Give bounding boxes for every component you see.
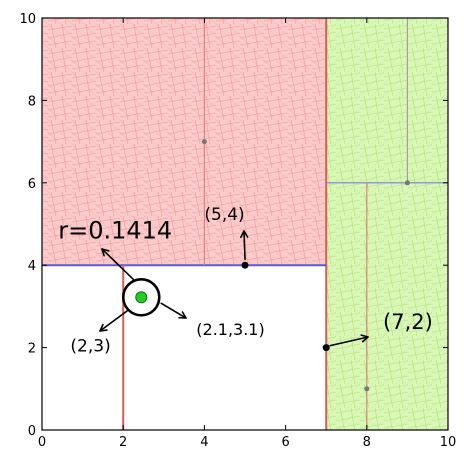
y-tick-label: 4: [28, 259, 36, 274]
annotation-label: (7,2): [383, 310, 433, 334]
query-point: [123, 279, 159, 315]
y-tick-label: 6: [28, 177, 36, 192]
x-tick-label: 10: [440, 435, 457, 450]
y-tick-label: 2: [28, 342, 36, 357]
arrow-query: [161, 303, 186, 318]
arrow-nearest: [100, 309, 129, 331]
data-point: [364, 386, 369, 391]
data-point: [242, 262, 249, 269]
data-point: [202, 139, 207, 144]
data-point: [405, 180, 410, 185]
query-point-marker: [136, 292, 147, 303]
y-tick-label: 10: [19, 12, 36, 27]
arrow-point-5-4: [244, 231, 245, 259]
x-tick-label: 6: [281, 435, 289, 450]
data-point: [323, 344, 330, 351]
y-tick-label: 0: [28, 424, 36, 439]
x-tick-label: 8: [363, 435, 371, 450]
annotation-label: r=0.1414: [58, 216, 172, 244]
x-tick-label: 4: [200, 435, 208, 450]
annotation-label: (2.1,3.1): [196, 320, 264, 339]
annotation-label: (5,4): [204, 205, 244, 225]
annotation-label: (2,3): [70, 337, 110, 357]
x-tick-label: 2: [119, 435, 127, 450]
y-tick-label: 8: [28, 94, 36, 109]
x-tick-label: 0: [38, 435, 46, 450]
region-green: [326, 18, 448, 430]
